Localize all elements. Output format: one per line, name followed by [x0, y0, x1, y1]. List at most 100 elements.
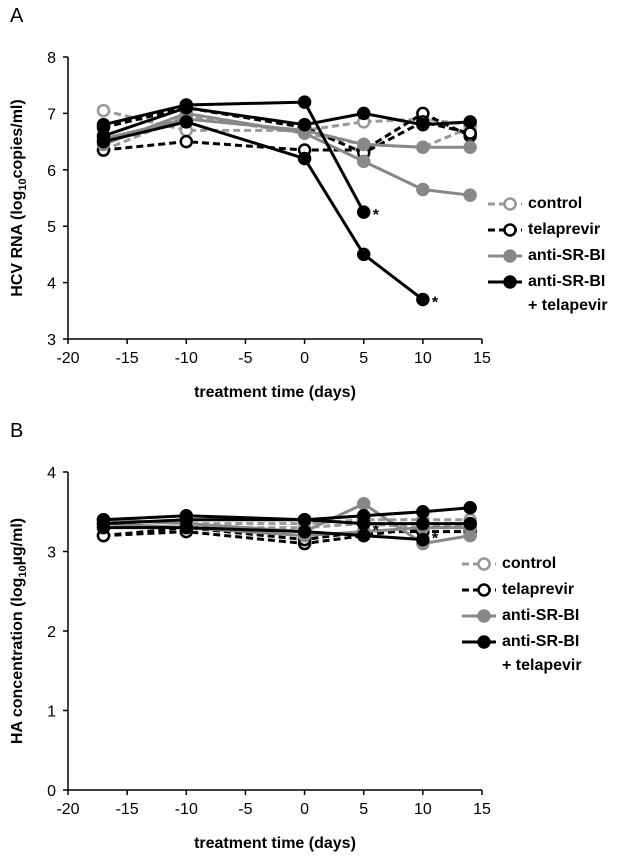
- y-axis-title-part: HCV RNA (log: [9, 191, 26, 297]
- y-tick-label: 4: [47, 465, 56, 482]
- legend-label: anti-SR-BI: [502, 607, 580, 624]
- y-tick-label: 5: [47, 219, 56, 236]
- legend-marker: [477, 557, 491, 571]
- x-tick-label: -20: [56, 801, 79, 818]
- data-point: [179, 508, 194, 523]
- data-point: [179, 520, 194, 535]
- legend-marker: [503, 275, 517, 289]
- x-tick-label: -20: [56, 350, 79, 367]
- data-point: [416, 182, 430, 197]
- series-line: [103, 109, 471, 132]
- y-tick-label: 0: [47, 783, 56, 800]
- x-axis-title: treatment time (days): [194, 835, 356, 852]
- annotation: *: [373, 207, 380, 224]
- legend-label: telaprevir: [528, 221, 601, 238]
- x-tick-label: -10: [175, 801, 198, 818]
- legend-label: anti-SR-BI + telapevir: [502, 633, 582, 674]
- data-point: [356, 154, 371, 169]
- x-tick-label: 15: [473, 801, 491, 818]
- series-line: [103, 514, 471, 526]
- series-line: [103, 106, 471, 138]
- y-tick-label: 2: [47, 624, 56, 641]
- y-tick-label: 6: [47, 163, 56, 180]
- legend-marker: [477, 583, 491, 597]
- legend-label: anti-SR-BI: [528, 247, 606, 264]
- series-line: [103, 506, 471, 526]
- x-tick-label: -15: [116, 801, 139, 818]
- data-point: [463, 501, 477, 515]
- y-axis-title-part: HA concentration (log: [9, 578, 26, 745]
- data-point: [356, 528, 371, 543]
- y-axis-title-part: µg/ml): [9, 518, 26, 565]
- y-axis-title-part: copies/ml): [9, 99, 26, 178]
- data-point: [297, 117, 312, 132]
- data-point: [463, 115, 477, 129]
- x-axis-title: treatment time (days): [194, 384, 356, 401]
- annotation: *: [373, 523, 380, 540]
- data-point: [96, 129, 111, 143]
- data-point: [463, 516, 477, 531]
- data-point: [96, 103, 111, 118]
- x-tick-label: -5: [238, 350, 252, 367]
- annotation: *: [432, 295, 439, 312]
- legend-marker: [503, 223, 517, 237]
- data-point: [416, 516, 430, 531]
- x-tick-label: 0: [300, 801, 309, 818]
- data-point: [416, 117, 430, 132]
- data-point: [96, 117, 111, 132]
- series-line: [103, 526, 471, 546]
- data-point: [297, 524, 312, 539]
- data-point: [356, 106, 371, 121]
- y-axis-title: HCV RNA (log10copies/ml): [9, 99, 29, 296]
- x-tick-label: 5: [359, 801, 368, 818]
- legend-marker: [503, 249, 517, 263]
- data-point: [179, 134, 194, 149]
- y-tick-label: 8: [47, 50, 56, 67]
- x-tick-label: 10: [414, 350, 432, 367]
- data-point: [179, 101, 194, 115]
- data-point: [297, 151, 312, 166]
- x-tick-label: 5: [359, 350, 368, 367]
- legend-label: control: [502, 555, 557, 572]
- panel-label: A: [10, 5, 24, 27]
- legend-label: telaprevir: [502, 581, 575, 598]
- annotation: *: [432, 531, 439, 548]
- data-point: [463, 126, 477, 140]
- data-point: [463, 188, 477, 202]
- x-tick-label: -10: [175, 350, 198, 367]
- data-point: [416, 292, 430, 307]
- data-point: [416, 505, 430, 519]
- legend-label: control: [528, 195, 583, 212]
- data-point: [463, 140, 477, 154]
- y-tick-label: 7: [47, 106, 56, 123]
- data-point: [356, 516, 371, 531]
- x-tick-label: -5: [238, 801, 252, 818]
- data-point: [416, 532, 430, 547]
- y-axis-title: HA concentration (log10µg/ml): [9, 518, 29, 744]
- legend-label: anti-SR-BI + telapevir: [528, 273, 608, 314]
- y-tick-label: 3: [47, 332, 56, 349]
- y-axis-title-part: 10: [17, 565, 29, 577]
- data-point: [297, 95, 312, 109]
- series-line: [102, 111, 471, 197]
- series-line: [103, 111, 471, 152]
- data-point: [356, 247, 371, 262]
- data-point: [356, 137, 371, 152]
- legend-marker: [477, 609, 491, 623]
- y-tick-label: 4: [47, 276, 56, 293]
- x-tick-label: 10: [414, 801, 432, 818]
- series-line: [103, 117, 471, 149]
- legend-marker: [477, 635, 491, 649]
- legend-marker: [503, 197, 517, 211]
- data-point: [297, 512, 312, 527]
- panel-label: B: [10, 420, 23, 442]
- y-axis-title-part: 10: [17, 178, 29, 190]
- y-tick-label: 1: [47, 704, 56, 721]
- data-point: [96, 512, 111, 527]
- data-point: [416, 140, 430, 154]
- x-tick-label: 15: [473, 350, 491, 367]
- x-tick-label: -15: [116, 350, 139, 367]
- x-tick-label: 0: [300, 350, 309, 367]
